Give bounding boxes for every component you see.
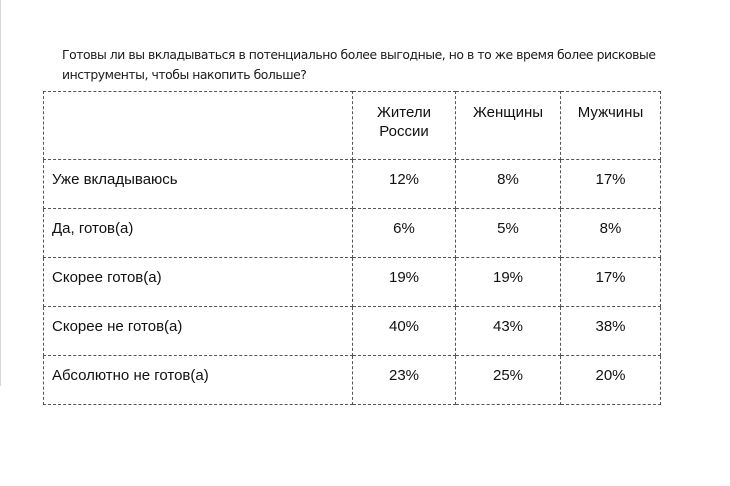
row-label: Абсолютно не готов(а) [43,355,353,405]
header-women: Женщины [455,91,561,160]
survey-results-table: Жители России Женщины Мужчины Уже вклады… [43,91,661,405]
value-men: 20% [560,355,661,405]
table-row: Скорее готов(а) 19% 19% 17% [43,257,661,307]
question-text: Готовы ли вы вкладываться в потенциально… [62,47,656,82]
value-russia: 40% [352,306,456,356]
header-russia-residents: Жители России [352,91,456,160]
value-women: 19% [455,257,561,307]
table-row: Скорее не готов(а) 40% 43% 38% [43,306,661,356]
value-men: 17% [560,159,661,209]
value-women: 5% [455,208,561,258]
table-row: Абсолютно не готов(а) 23% 25% 20% [43,355,661,405]
value-men: 17% [560,257,661,307]
value-russia: 12% [352,159,456,209]
value-women: 25% [455,355,561,405]
value-russia: 23% [352,355,456,405]
row-label: Уже вкладываюсь [43,159,353,209]
table-header-row: Жители России Женщины Мужчины [43,91,661,160]
value-men: 38% [560,306,661,356]
row-label: Да, готов(а) [43,208,353,258]
value-women: 43% [455,306,561,356]
value-men: 8% [560,208,661,258]
header-empty-cell [43,91,353,160]
table-row: Уже вкладываюсь 12% 8% 17% [43,159,661,209]
value-russia: 19% [352,257,456,307]
row-label: Скорее не готов(а) [43,306,353,356]
table-row: Да, готов(а) 6% 5% 8% [43,208,661,258]
header-men: Мужчины [560,91,661,160]
left-edge-divider [0,0,1,386]
value-russia: 6% [352,208,456,258]
row-label: Скорее готов(а) [43,257,353,307]
value-women: 8% [455,159,561,209]
